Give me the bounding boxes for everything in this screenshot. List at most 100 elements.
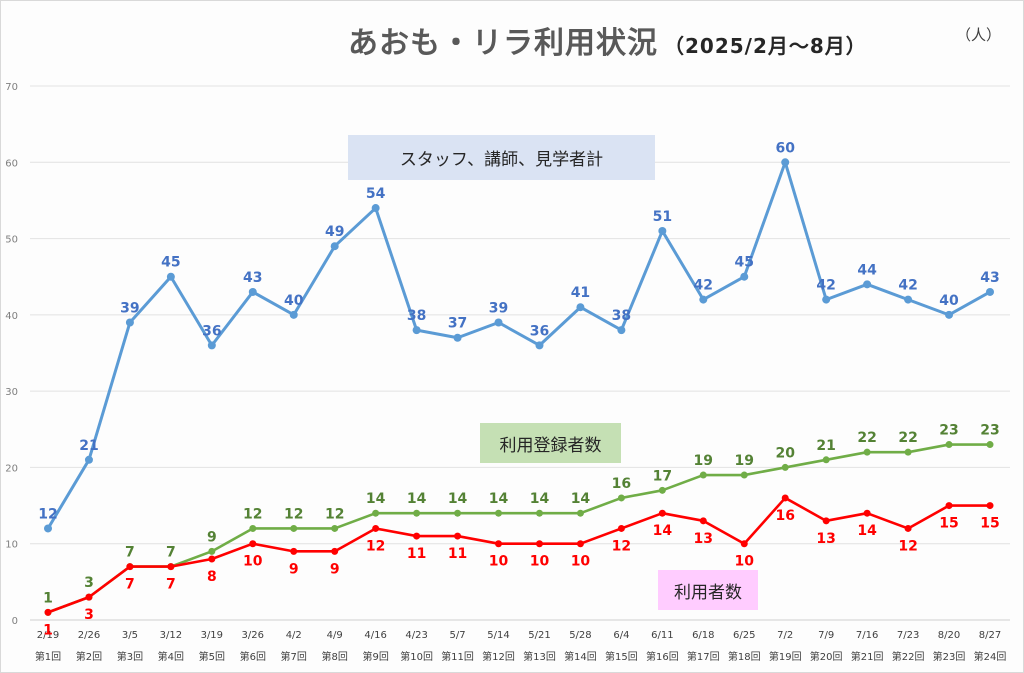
data-point xyxy=(822,517,830,525)
data-label: 49 xyxy=(325,224,344,240)
data-label: 17 xyxy=(653,468,672,484)
data-label: 16 xyxy=(612,476,631,492)
data-label: 12 xyxy=(38,506,57,522)
data-label: 1 xyxy=(43,622,53,638)
x-tick-date: 4/9 xyxy=(327,630,343,641)
x-tick-date: 5/14 xyxy=(487,630,509,641)
data-label: 42 xyxy=(816,278,835,294)
data-label: 44 xyxy=(857,262,877,278)
x-tick-session: 第13回 xyxy=(523,650,556,663)
data-label: 12 xyxy=(325,506,344,522)
data-label: 9 xyxy=(289,561,299,577)
x-tick-date: 6/4 xyxy=(613,630,629,641)
data-point xyxy=(576,509,584,517)
x-tick-session: 第17回 xyxy=(687,650,720,663)
x-tick-date: 5/7 xyxy=(450,630,466,641)
data-point xyxy=(372,524,380,532)
data-label: 15 xyxy=(939,516,958,532)
x-tick-date: 3/19 xyxy=(201,630,223,641)
data-point xyxy=(535,509,543,517)
x-tick-session: 第10回 xyxy=(400,650,433,663)
data-label: 54 xyxy=(366,186,386,202)
x-tick-session: 第16回 xyxy=(646,650,679,663)
chart-subtitle: （2025/2月～8月） xyxy=(664,34,867,58)
x-tick-session: 第9回 xyxy=(362,650,388,663)
data-label: 14 xyxy=(448,491,468,507)
data-label: 23 xyxy=(980,423,999,439)
data-point xyxy=(289,310,298,319)
x-tick-session: 第7回 xyxy=(281,650,307,663)
x-tick-session: 第19回 xyxy=(769,650,802,663)
data-point xyxy=(699,517,707,525)
data-label: 14 xyxy=(366,491,386,507)
data-point xyxy=(699,295,708,304)
data-point xyxy=(331,547,339,555)
data-point xyxy=(249,524,257,532)
data-label: 14 xyxy=(407,491,427,507)
x-tick-session: 第8回 xyxy=(322,650,348,663)
data-point xyxy=(617,494,625,502)
legend-label-users: 利用者数 xyxy=(658,570,758,610)
data-label: 10 xyxy=(571,554,591,570)
y-axis-ticks: 0 10 20 30 40 50 60 70 xyxy=(5,82,18,627)
data-point xyxy=(85,593,93,601)
data-label: 45 xyxy=(735,255,754,271)
data-label: 45 xyxy=(161,255,180,271)
x-tick-date: 3/26 xyxy=(242,630,264,641)
data-label: 19 xyxy=(694,453,713,469)
x-tick-session: 第11回 xyxy=(441,650,474,663)
data-point xyxy=(494,318,503,327)
data-label: 7 xyxy=(125,577,135,593)
data-label: 36 xyxy=(530,323,549,339)
data-point xyxy=(945,441,953,449)
data-label: 42 xyxy=(898,278,917,294)
data-point xyxy=(986,502,994,510)
data-label: 40 xyxy=(284,293,304,309)
data-label: 14 xyxy=(489,491,509,507)
x-tick-session: 第20回 xyxy=(810,650,843,663)
x-tick-date: 5/28 xyxy=(569,630,591,641)
data-label: 7 xyxy=(125,545,135,561)
data-label: 60 xyxy=(775,140,795,156)
series-line-1 xyxy=(46,160,991,530)
data-point xyxy=(781,494,789,502)
chart-title: あおも・リラ利用状況 （2025/2月～8月） xyxy=(348,18,867,62)
series-line-2 xyxy=(47,443,990,614)
y-tick-label: 70 xyxy=(5,82,18,93)
data-point xyxy=(781,463,789,471)
data-label: 36 xyxy=(202,323,221,339)
data-point xyxy=(822,295,831,304)
x-tick-date: 7/2 xyxy=(777,630,793,641)
data-label: 14 xyxy=(653,523,673,539)
data-label: 20 xyxy=(775,445,795,461)
data-label: 42 xyxy=(694,278,713,294)
data-point xyxy=(781,158,790,167)
data-label: 38 xyxy=(612,308,631,324)
x-tick-date: 8/27 xyxy=(979,630,1001,641)
chart-title-main: あおも・リラ利用状況 xyxy=(348,26,658,61)
data-point xyxy=(290,524,298,532)
data-point xyxy=(863,509,871,517)
data-point xyxy=(454,532,462,540)
data-point xyxy=(331,524,339,532)
legend-label-registered: 利用登録者数 xyxy=(480,423,621,463)
data-point xyxy=(617,326,626,335)
x-tick-session: 第15回 xyxy=(605,650,638,663)
data-label: 14 xyxy=(857,523,877,539)
data-point xyxy=(290,547,298,555)
data-label: 38 xyxy=(407,308,426,324)
data-point xyxy=(413,532,421,540)
data-label: 21 xyxy=(79,438,98,454)
data-label: 43 xyxy=(243,270,262,286)
x-tick-session: 第21回 xyxy=(851,650,884,663)
data-label: 13 xyxy=(694,531,713,547)
y-tick-label: 20 xyxy=(5,463,18,474)
data-point xyxy=(125,318,134,327)
data-point xyxy=(658,486,666,494)
data-label: 10 xyxy=(489,554,509,570)
data-point xyxy=(495,540,503,548)
x-tick-date: 4/16 xyxy=(364,630,386,641)
x-tick-session: 第6回 xyxy=(240,650,266,663)
x-tick-date: 2/19 xyxy=(37,630,59,641)
